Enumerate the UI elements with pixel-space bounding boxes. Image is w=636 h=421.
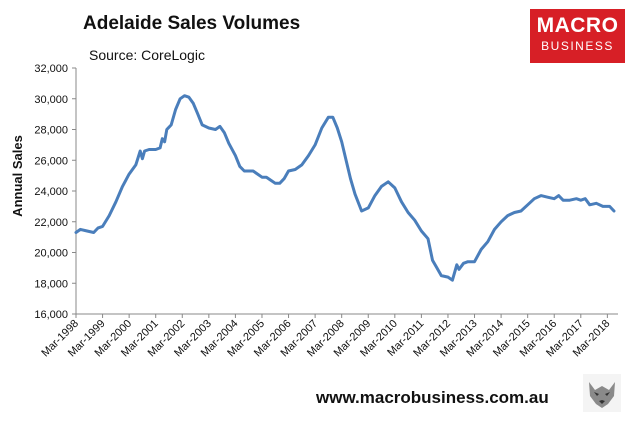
line-chart: Annual Sales 16,000 18,000 20,000 22,000 24,… <box>10 63 618 359</box>
y-tick-label: 20,000 <box>34 248 68 260</box>
logo-line-2: BUSINESS <box>541 39 614 53</box>
chart-source: Source: CoreLogic <box>89 47 205 63</box>
y-tick-label: 28,000 <box>34 125 68 137</box>
y-tick-label: 16,000 <box>34 309 68 321</box>
macrobusiness-logo: MACRO BUSINESS <box>530 9 625 63</box>
series-group <box>74 94 616 282</box>
x-axis: Mar-1998Mar-1999Mar-2000Mar-2001Mar-2002… <box>39 313 618 359</box>
y-tick-label: 24,000 <box>34 186 68 198</box>
y-tick-label: 32,000 <box>34 63 68 75</box>
wolf-logo-icon <box>583 374 621 412</box>
y-tick-label: 26,000 <box>34 155 68 167</box>
series-line <box>74 94 616 282</box>
y-tick-label: 30,000 <box>34 94 68 106</box>
y-tick-label: 18,000 <box>34 278 68 290</box>
y-axis-title: Annual Sales <box>10 135 25 217</box>
y-tick-label: 22,000 <box>34 217 68 229</box>
y-axis: 16,000 18,000 20,000 22,000 24,000 26,000 28,0… <box>34 63 77 321</box>
chart-title: Adelaide Sales Volumes <box>83 13 301 34</box>
logo-line-1: MACRO <box>536 14 619 37</box>
footer-url: www.macrobusiness.com.au <box>316 388 549 407</box>
